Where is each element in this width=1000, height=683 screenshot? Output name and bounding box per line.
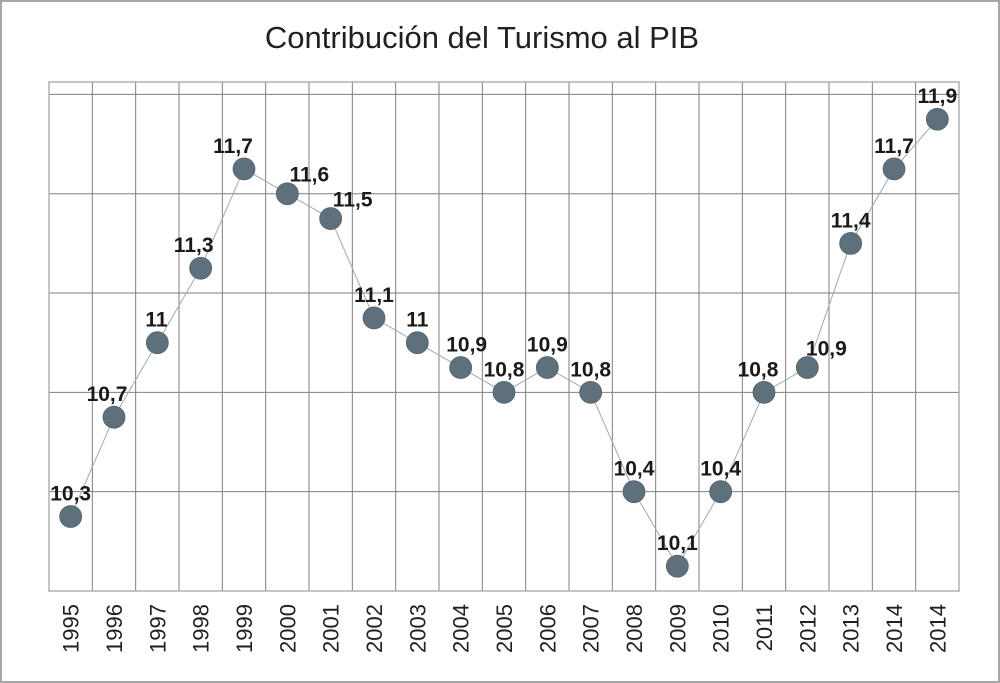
x-tick-label: 2002: [362, 604, 387, 653]
data-point-marker: [189, 256, 213, 280]
x-tick-label: 2001: [319, 604, 344, 653]
data-label: 10,1: [657, 532, 698, 555]
data-point-marker: [145, 331, 169, 355]
data-point-marker: [709, 480, 733, 504]
x-tick-label: 1999: [232, 604, 257, 653]
grid: [48, 81, 960, 592]
x-tick-label: 2014: [882, 604, 907, 653]
data-label: 11,7: [213, 135, 253, 158]
x-tick-label: 1998: [189, 604, 214, 653]
data-label: 10,9: [446, 334, 487, 357]
x-tick-label: 1997: [145, 604, 170, 653]
data-point-marker: [925, 107, 949, 131]
data-label: 11,9: [917, 85, 957, 108]
data-label: 10,3: [50, 483, 91, 506]
data-label: 11,5: [333, 189, 373, 212]
data-label: 10,7: [87, 383, 128, 406]
x-tick-label: 2012: [795, 604, 820, 653]
data-labels: 10,310,71111,311,711,611,511,11110,910,8…: [50, 85, 957, 555]
x-tick-label: 2000: [275, 604, 300, 653]
data-point-marker: [59, 505, 83, 528]
data-point-marker: [535, 356, 559, 379]
data-point-marker: [319, 207, 343, 230]
data-point-marker: [795, 356, 819, 379]
data-point-marker: [232, 157, 256, 181]
data-label: 10,9: [806, 338, 847, 361]
data-point-marker: [275, 182, 299, 206]
x-tick-label: 2013: [839, 604, 864, 653]
data-point-marker: [405, 331, 429, 355]
data-label: 10,8: [570, 358, 611, 381]
data-point-marker: [102, 405, 126, 429]
data-point-marker: [839, 231, 863, 255]
x-tick-label: 2003: [405, 604, 430, 653]
x-tick-label: 2006: [535, 604, 560, 653]
chart-title: Contribución del Turismo al PIB: [265, 20, 699, 55]
data-point-marker: [492, 380, 516, 404]
x-tick-label: 2007: [579, 604, 604, 653]
data-label: 11,7: [874, 135, 914, 158]
data-point-marker: [449, 356, 473, 379]
data-label: 10,9: [527, 334, 568, 357]
x-tick-label: 2014: [925, 604, 950, 653]
data-point-marker: [752, 380, 776, 404]
x-tick-label: 1995: [59, 604, 84, 653]
x-tick-label: 2004: [449, 604, 474, 653]
data-label: 10,4: [614, 458, 655, 481]
x-tick-label: 2005: [492, 604, 517, 653]
x-tick-label: 2009: [665, 604, 690, 653]
data-label: 11,6: [289, 164, 329, 187]
data-label: 11: [406, 309, 429, 332]
data-point-marker: [882, 157, 906, 181]
x-tick-label: 2011: [752, 604, 777, 651]
x-axis-ticks: 1995 1996 1997 1998 1999 2000 2001 2002 2003 2004…: [59, 604, 951, 653]
data-label: 11: [145, 309, 168, 332]
data-point-marker: [622, 480, 646, 504]
data-label: 11,4: [831, 209, 871, 232]
markers: [59, 107, 949, 578]
data-point-marker: [362, 306, 386, 330]
x-tick-label: 2008: [622, 604, 647, 653]
data-point-marker: [665, 554, 689, 578]
data-label: 11,3: [174, 234, 214, 257]
plot-area-border: [48, 81, 960, 592]
data-label: 11,1: [354, 284, 394, 307]
data-label: 10,8: [738, 358, 779, 381]
data-label: 10,4: [700, 458, 741, 481]
x-tick-label: 1996: [102, 604, 127, 653]
x-tick-label: 2010: [709, 604, 734, 653]
data-label: 10,8: [484, 358, 525, 381]
data-point-marker: [579, 380, 603, 404]
